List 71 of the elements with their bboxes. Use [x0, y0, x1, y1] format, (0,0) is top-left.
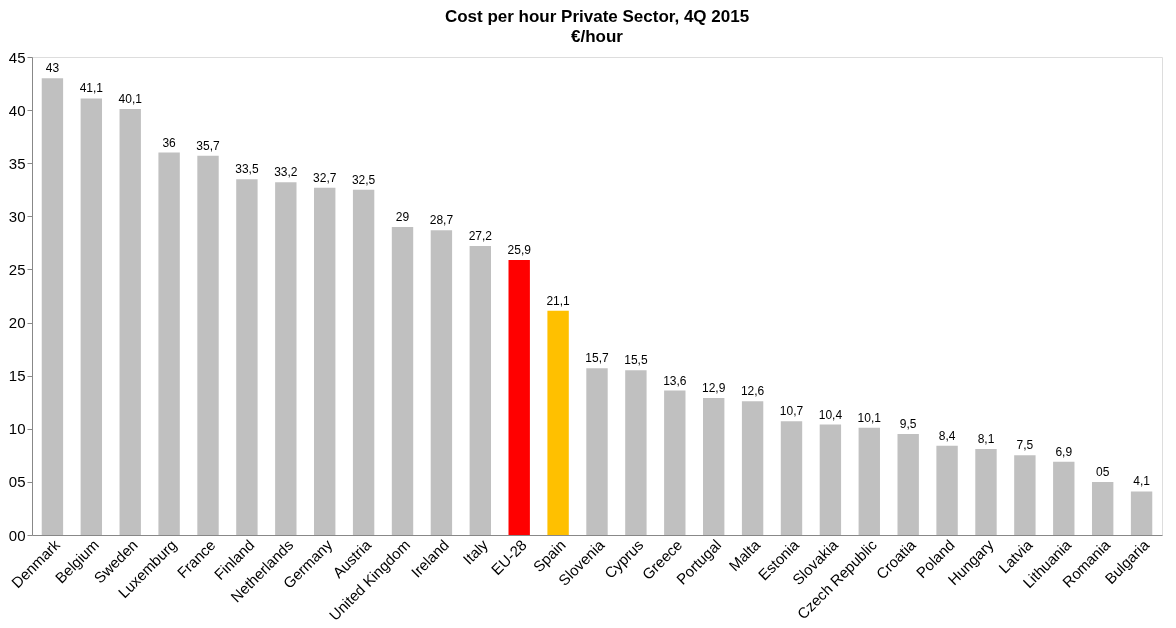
y-tick-label: 25 [8, 260, 26, 278]
data-label: 40,1 [118, 92, 143, 107]
y-tick-label: 45 [8, 48, 26, 66]
data-label: 10,1 [857, 410, 882, 425]
y-tick-label: 35 [8, 154, 26, 172]
x-tick-label: Italy [459, 535, 492, 568]
bar [352, 189, 375, 535]
data-label: 29 [395, 209, 410, 224]
data-label: 10,4 [818, 407, 843, 422]
bar [586, 368, 608, 535]
bar [158, 152, 180, 535]
data-label: 33,5 [235, 162, 259, 177]
bar [41, 78, 64, 535]
bar [275, 182, 297, 535]
bar [858, 427, 880, 535]
chart-subtitle: €/hour [571, 27, 624, 46]
bar [508, 259, 530, 535]
bar [197, 155, 219, 535]
data-label: 35,7 [196, 138, 221, 153]
y-tick-label: 30 [8, 207, 26, 225]
bar [469, 246, 491, 535]
data-label: 32,5 [351, 172, 376, 187]
data-label: 15,5 [624, 353, 648, 368]
bar [936, 445, 958, 535]
bar [119, 109, 141, 535]
bar [819, 424, 842, 535]
data-label: 27,2 [468, 229, 493, 244]
bar [430, 230, 453, 535]
data-label: 8,1 [977, 431, 995, 446]
data-label: 13,6 [663, 373, 687, 388]
chart-title: Cost per hour Private Sector, 4Q 2015 [444, 7, 750, 26]
y-tick-label: 05 [8, 473, 26, 491]
bar [1130, 491, 1153, 535]
data-label: 8,4 [938, 428, 956, 443]
bar [625, 370, 647, 535]
data-label: 32,7 [313, 170, 337, 185]
bar [1091, 481, 1114, 535]
data-label: 12,6 [740, 384, 765, 399]
bar [741, 401, 764, 535]
data-label: 36 [162, 135, 177, 150]
bar [897, 434, 919, 535]
data-label: 9,5 [899, 417, 917, 432]
data-label: 05 [1096, 464, 1110, 479]
y-tick-label: 40 [8, 101, 26, 119]
data-label: 28,7 [429, 213, 454, 228]
bar [547, 310, 569, 535]
bar [1053, 461, 1075, 535]
bar [314, 187, 336, 535]
data-label: 25,9 [507, 242, 532, 257]
data-label: 21,1 [546, 293, 571, 308]
data-label: 15,7 [585, 351, 609, 366]
bar [391, 226, 414, 535]
data-label: 6,9 [1055, 444, 1073, 459]
data-label: 33,2 [274, 165, 298, 180]
bar [1014, 455, 1036, 535]
y-tick-label: 15 [8, 367, 26, 385]
bar [236, 179, 258, 535]
data-label: 43 [45, 61, 60, 76]
y-tick-label: 00 [8, 526, 26, 544]
data-label: 7,5 [1016, 438, 1034, 453]
bar [80, 98, 103, 535]
bar [975, 448, 997, 535]
data-label: 12,9 [702, 380, 726, 395]
bar [780, 421, 803, 535]
bar [703, 397, 725, 535]
data-label: 4,1 [1133, 474, 1151, 489]
y-tick-label: 20 [8, 314, 26, 332]
data-label: 41,1 [79, 81, 104, 96]
bar [664, 390, 686, 535]
y-tick-label: 10 [8, 420, 26, 438]
data-label: 10,7 [779, 404, 804, 419]
